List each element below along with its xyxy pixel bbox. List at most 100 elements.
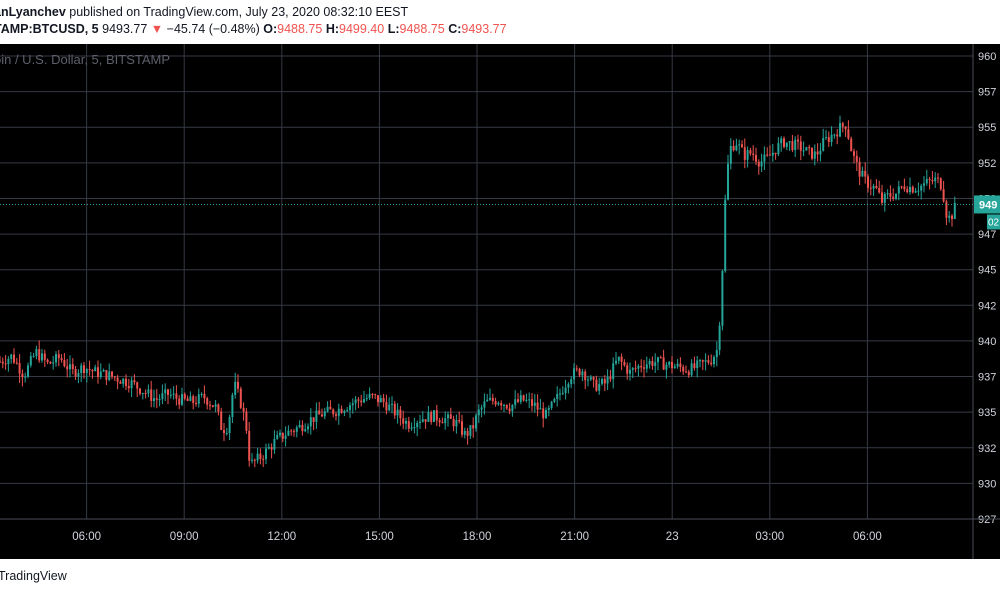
candle-body — [472, 425, 475, 429]
candle-body — [872, 186, 875, 189]
candle-body — [662, 357, 665, 370]
candle-body — [531, 399, 533, 406]
candle-body — [371, 393, 374, 395]
candle-body — [830, 134, 833, 142]
candle-body — [757, 161, 760, 167]
candlestick-chart[interactable]: 9609579559529509479459429409379359329309… — [0, 44, 1000, 559]
candle-body — [724, 199, 727, 271]
x-tick-label: 06:00 — [72, 531, 101, 543]
candle-body — [298, 424, 301, 428]
candle-body — [525, 399, 528, 401]
candle-body — [136, 382, 139, 389]
candle-body — [458, 420, 461, 422]
candle-body — [953, 202, 956, 220]
candle-body — [797, 139, 799, 142]
candle-body — [113, 376, 116, 378]
candle-body — [382, 398, 385, 403]
candle-body — [942, 189, 945, 202]
candle-body — [477, 409, 480, 416]
candle-body — [360, 400, 363, 403]
candle-body — [77, 373, 80, 377]
candle-body — [231, 394, 234, 418]
candle-body — [841, 123, 844, 127]
author-name[interactable]: anLyanchev — [0, 5, 66, 19]
candle-body — [433, 410, 435, 422]
candle-body — [651, 361, 654, 366]
candle-body — [676, 363, 679, 367]
candle-body — [573, 368, 575, 380]
candle-body — [1, 361, 4, 364]
candle-body — [32, 356, 35, 358]
candle-body — [881, 192, 883, 203]
candle-body — [533, 402, 536, 406]
y-tick-label: 955 — [978, 122, 996, 134]
candle-body — [606, 376, 609, 384]
candle-body — [505, 404, 508, 409]
candle-body — [640, 365, 643, 368]
high-value: 9499.40 — [339, 22, 385, 36]
candle-body — [811, 147, 813, 159]
candle-body — [18, 363, 21, 374]
candle-body — [122, 378, 125, 384]
tradingview-brand: TradingView — [0, 569, 67, 583]
candle-body — [419, 421, 421, 423]
candle-body — [21, 373, 24, 378]
candle-body — [900, 186, 903, 188]
candle-body — [309, 417, 312, 427]
candle-body — [718, 325, 721, 351]
y-tick-label: 937 — [978, 372, 996, 384]
candle-body — [766, 154, 769, 156]
candle-body — [914, 191, 917, 193]
candle-body — [475, 415, 477, 429]
candle-body — [671, 361, 673, 369]
x-tick-label: 12:00 — [267, 531, 296, 543]
candle-body — [304, 429, 307, 432]
candle-body — [55, 354, 57, 363]
candle-body — [519, 395, 522, 402]
y-tick-label: 930 — [978, 478, 996, 490]
candle-body — [634, 368, 637, 370]
candle-body — [780, 138, 783, 144]
candle-body — [461, 421, 463, 435]
candle-body — [601, 379, 603, 384]
candle-body — [906, 189, 909, 193]
candle-body — [60, 358, 63, 361]
candle-body — [407, 421, 410, 429]
candle-body — [875, 186, 878, 189]
candle-body — [357, 399, 360, 401]
candle-body — [273, 438, 276, 450]
candle-body — [648, 361, 651, 365]
symbol-label[interactable]: TAMP:BTCUSD, 5 — [0, 22, 99, 36]
candle-body — [127, 386, 130, 389]
candle-body — [214, 404, 217, 407]
candle-body — [332, 409, 335, 415]
close-label: C: — [448, 22, 462, 36]
y-tick-label: 940 — [978, 336, 996, 348]
candle-body — [617, 356, 620, 361]
candle-body — [125, 378, 127, 387]
candle-body — [192, 396, 195, 404]
candle-body — [161, 393, 164, 399]
close-value: 9493.77 — [461, 22, 507, 36]
candle-body — [99, 371, 102, 378]
candle-body — [335, 414, 337, 416]
ohlc-legend: TAMP:BTCUSD, 5 9493.77 ▼ −45.74 (−0.48%)… — [0, 22, 507, 36]
candle-body — [172, 393, 175, 395]
chart-area[interactable]: 9609579559529509479459429409379359329309… — [0, 44, 1000, 559]
candle-body — [592, 377, 595, 380]
candle-body — [155, 398, 158, 400]
candle-body — [673, 366, 676, 369]
candle-body — [318, 410, 321, 415]
candle-body — [69, 364, 71, 370]
candle-body — [578, 368, 581, 376]
candle-body — [105, 370, 108, 380]
candle-body — [0, 361, 1, 363]
candle-body — [234, 381, 237, 395]
candle-body — [659, 357, 662, 359]
candle-body — [111, 371, 113, 377]
publish-info: anLyanchev published on TradingView.com,… — [0, 5, 408, 19]
candle-body — [340, 408, 343, 413]
candle-body — [631, 368, 634, 370]
candle-body — [248, 430, 251, 461]
candle-body — [556, 393, 559, 399]
